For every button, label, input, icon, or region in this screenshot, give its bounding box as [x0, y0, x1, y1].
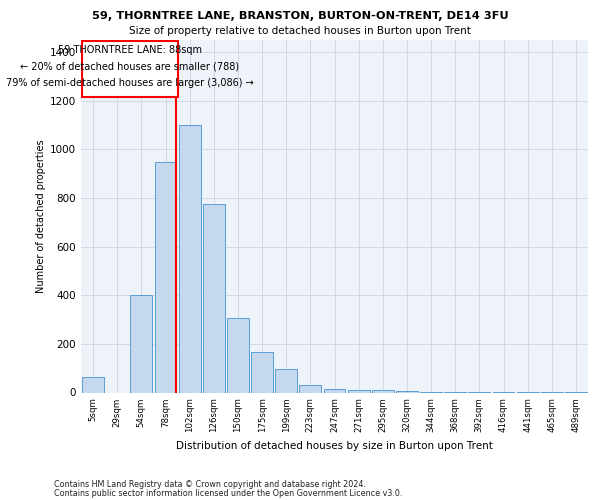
Bar — [82, 41, 178, 97]
Y-axis label: Number of detached properties: Number of detached properties — [36, 140, 46, 293]
Text: Contains public sector information licensed under the Open Government Licence v3: Contains public sector information licen… — [54, 490, 403, 498]
Bar — [155, 162, 176, 392]
Text: 59, THORNTREE LANE, BRANSTON, BURTON-ON-TRENT, DE14 3FU: 59, THORNTREE LANE, BRANSTON, BURTON-ON-… — [92, 11, 508, 21]
Bar — [179, 125, 200, 392]
Bar — [323, 389, 346, 392]
Bar — [275, 370, 297, 392]
Text: 79% of semi-detached houses are larger (3,086) →: 79% of semi-detached houses are larger (… — [6, 78, 254, 88]
Bar — [372, 390, 394, 392]
Bar — [203, 204, 224, 392]
Text: Contains HM Land Registry data © Crown copyright and database right 2024.: Contains HM Land Registry data © Crown c… — [54, 480, 366, 489]
Bar — [82, 376, 104, 392]
Bar — [251, 352, 273, 393]
Bar — [348, 390, 370, 392]
Bar — [130, 296, 152, 392]
Bar — [299, 385, 321, 392]
Text: Size of property relative to detached houses in Burton upon Trent: Size of property relative to detached ho… — [129, 26, 471, 36]
Text: ← 20% of detached houses are smaller (788): ← 20% of detached houses are smaller (78… — [20, 62, 239, 72]
Bar — [227, 318, 249, 392]
X-axis label: Distribution of detached houses by size in Burton upon Trent: Distribution of detached houses by size … — [176, 440, 493, 450]
Text: 59 THORNTREE LANE: 88sqm: 59 THORNTREE LANE: 88sqm — [58, 45, 202, 55]
